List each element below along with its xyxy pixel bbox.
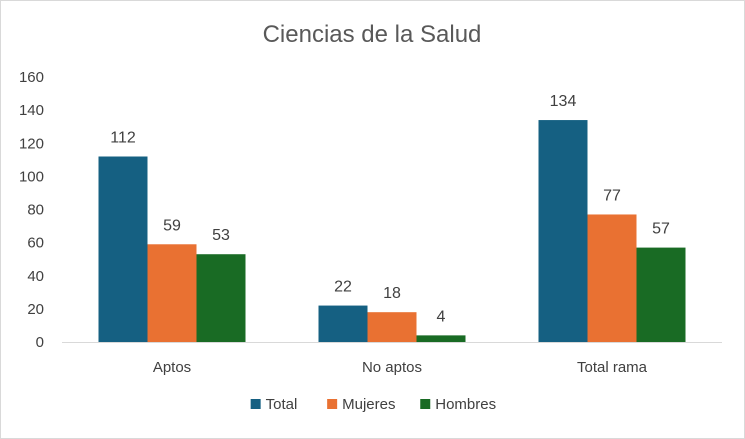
legend-swatch-mujeres xyxy=(327,399,338,409)
bar-hombres-no-aptos xyxy=(416,335,466,342)
x-category-label: Total rama xyxy=(577,359,648,376)
legend: Total Mujeres Hombres xyxy=(250,396,496,413)
y-tick-label: 40 xyxy=(27,268,44,285)
bar-total-total-rama xyxy=(538,120,588,342)
data-label-mujeres-aptos: 59 xyxy=(163,217,181,234)
legend-swatch-hombres xyxy=(420,399,431,409)
data-label-hombres-total-rama: 57 xyxy=(652,221,670,238)
data-label-mujeres-total-rama: 77 xyxy=(603,187,621,204)
y-tick-label: 0 xyxy=(36,334,44,351)
y-tick-label: 160 xyxy=(19,69,44,86)
y-tick-label: 120 xyxy=(19,135,44,152)
legend-swatch-total xyxy=(250,399,261,409)
data-label-total-aptos: 112 xyxy=(110,130,136,147)
x-category-label: Aptos xyxy=(153,359,191,376)
y-axis: 0 20 40 60 80 100 120 140 160 xyxy=(19,69,44,351)
data-label-hombres-no-aptos: 4 xyxy=(437,308,446,325)
bar-total-aptos xyxy=(98,156,148,342)
y-tick-label: 80 xyxy=(27,202,44,219)
bar-hombres-total-rama xyxy=(636,247,686,342)
legend-label-total: Total xyxy=(266,396,298,413)
y-tick-label: 20 xyxy=(27,301,44,318)
data-label-mujeres-no-aptos: 18 xyxy=(383,285,401,302)
chart-title: Ciencias de la Salud xyxy=(263,21,482,48)
y-tick-label: 100 xyxy=(19,168,44,185)
y-tick-label: 60 xyxy=(27,235,44,252)
x-category-label: No aptos xyxy=(362,359,422,376)
bar-hombres-aptos xyxy=(196,254,246,342)
bar-mujeres-total-rama xyxy=(587,214,637,342)
x-axis: Aptos No aptos Total rama xyxy=(62,342,722,376)
bars-group xyxy=(98,120,686,342)
legend-label-mujeres: Mujeres xyxy=(342,396,395,413)
data-label-total-total-rama: 134 xyxy=(550,93,577,110)
y-tick-label: 140 xyxy=(19,102,44,119)
data-label-total-no-aptos: 22 xyxy=(334,279,352,296)
bar-mujeres-no-aptos xyxy=(367,312,417,342)
bar-total-no-aptos xyxy=(318,305,368,342)
legend-label-hombres: Hombres xyxy=(435,396,496,413)
data-label-hombres-aptos: 53 xyxy=(212,227,230,244)
bar-mujeres-aptos xyxy=(147,244,197,342)
data-labels-group: 112 59 53 22 18 4 134 77 57 xyxy=(110,93,670,325)
